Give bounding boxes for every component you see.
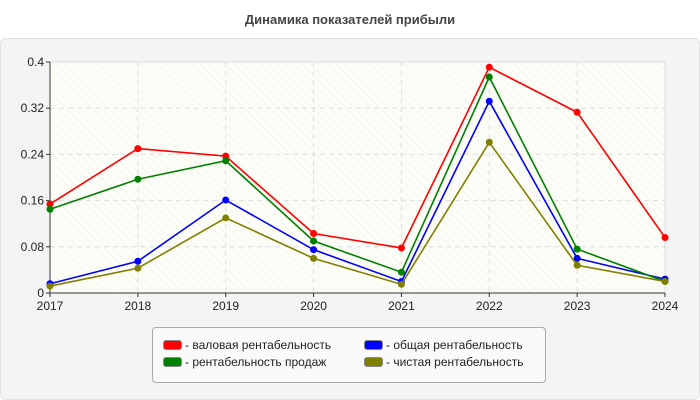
data-point	[573, 261, 581, 269]
y-tick-label: 0.24	[21, 147, 45, 161]
legend-swatch	[364, 340, 383, 350]
data-point	[485, 73, 493, 81]
legend-label: - общая рентабельность	[386, 338, 523, 352]
legend-label: - рентабельность продаж	[185, 355, 327, 369]
x-tick-label: 2020	[300, 299, 327, 313]
data-point	[46, 205, 54, 213]
series-line	[49, 99, 666, 285]
data-point	[134, 145, 142, 153]
legend-swatch	[163, 340, 182, 350]
x-tick-label: 2021	[388, 299, 415, 313]
data-point	[397, 244, 405, 252]
x-tick-label: 2023	[564, 299, 591, 313]
data-point	[661, 277, 669, 285]
data-point	[573, 245, 581, 253]
data-point	[46, 282, 54, 290]
legend-swatch	[163, 357, 182, 367]
legend-item: - общая рентабельность	[364, 338, 523, 352]
data-point	[222, 196, 230, 204]
data-point	[310, 254, 318, 262]
data-point	[310, 237, 318, 245]
data-point	[222, 214, 230, 222]
data-point	[397, 268, 405, 276]
data-point	[485, 138, 493, 146]
data-point	[134, 175, 142, 183]
legend-label: - чистая рентабельность	[386, 355, 524, 369]
x-tick-label: 2018	[125, 299, 152, 313]
plot-area	[49, 61, 666, 294]
data-point	[310, 246, 318, 254]
data-point	[397, 280, 405, 288]
y-tick-label: 0.32	[21, 101, 45, 115]
x-tick-label: 2024	[652, 299, 679, 313]
legend: - валовая рентабельность - рентабельност…	[152, 327, 546, 383]
data-point	[485, 63, 493, 71]
data-point	[485, 97, 493, 105]
y-tick-label: 0.4	[27, 55, 44, 69]
data-point	[573, 108, 581, 116]
data-point	[134, 264, 142, 272]
legend-swatch	[364, 357, 383, 367]
series-line	[49, 140, 666, 287]
chart-title: Динамика показателей прибыли	[244, 12, 456, 27]
legend-item: - валовая рентабельность	[163, 338, 331, 352]
data-point	[573, 254, 581, 262]
data-point	[134, 257, 142, 265]
series-line	[49, 75, 666, 283]
data-point	[310, 230, 318, 238]
legend-item: - чистая рентабельность	[364, 355, 523, 369]
x-tick-label: 2017	[37, 299, 64, 313]
data-point	[222, 157, 230, 165]
data-point	[661, 234, 669, 242]
x-tick-label: 2019	[212, 299, 239, 313]
y-tick-label: 0.16	[21, 194, 45, 208]
y-tick-label: 0	[37, 286, 44, 300]
series-line	[49, 66, 666, 249]
legend-label: - валовая рентабельность	[185, 338, 332, 352]
legend-item: - рентабельность продаж	[163, 355, 326, 369]
x-tick-label: 2022	[476, 299, 503, 313]
data-point	[46, 200, 54, 208]
y-tick-label: 0.08	[21, 240, 45, 254]
